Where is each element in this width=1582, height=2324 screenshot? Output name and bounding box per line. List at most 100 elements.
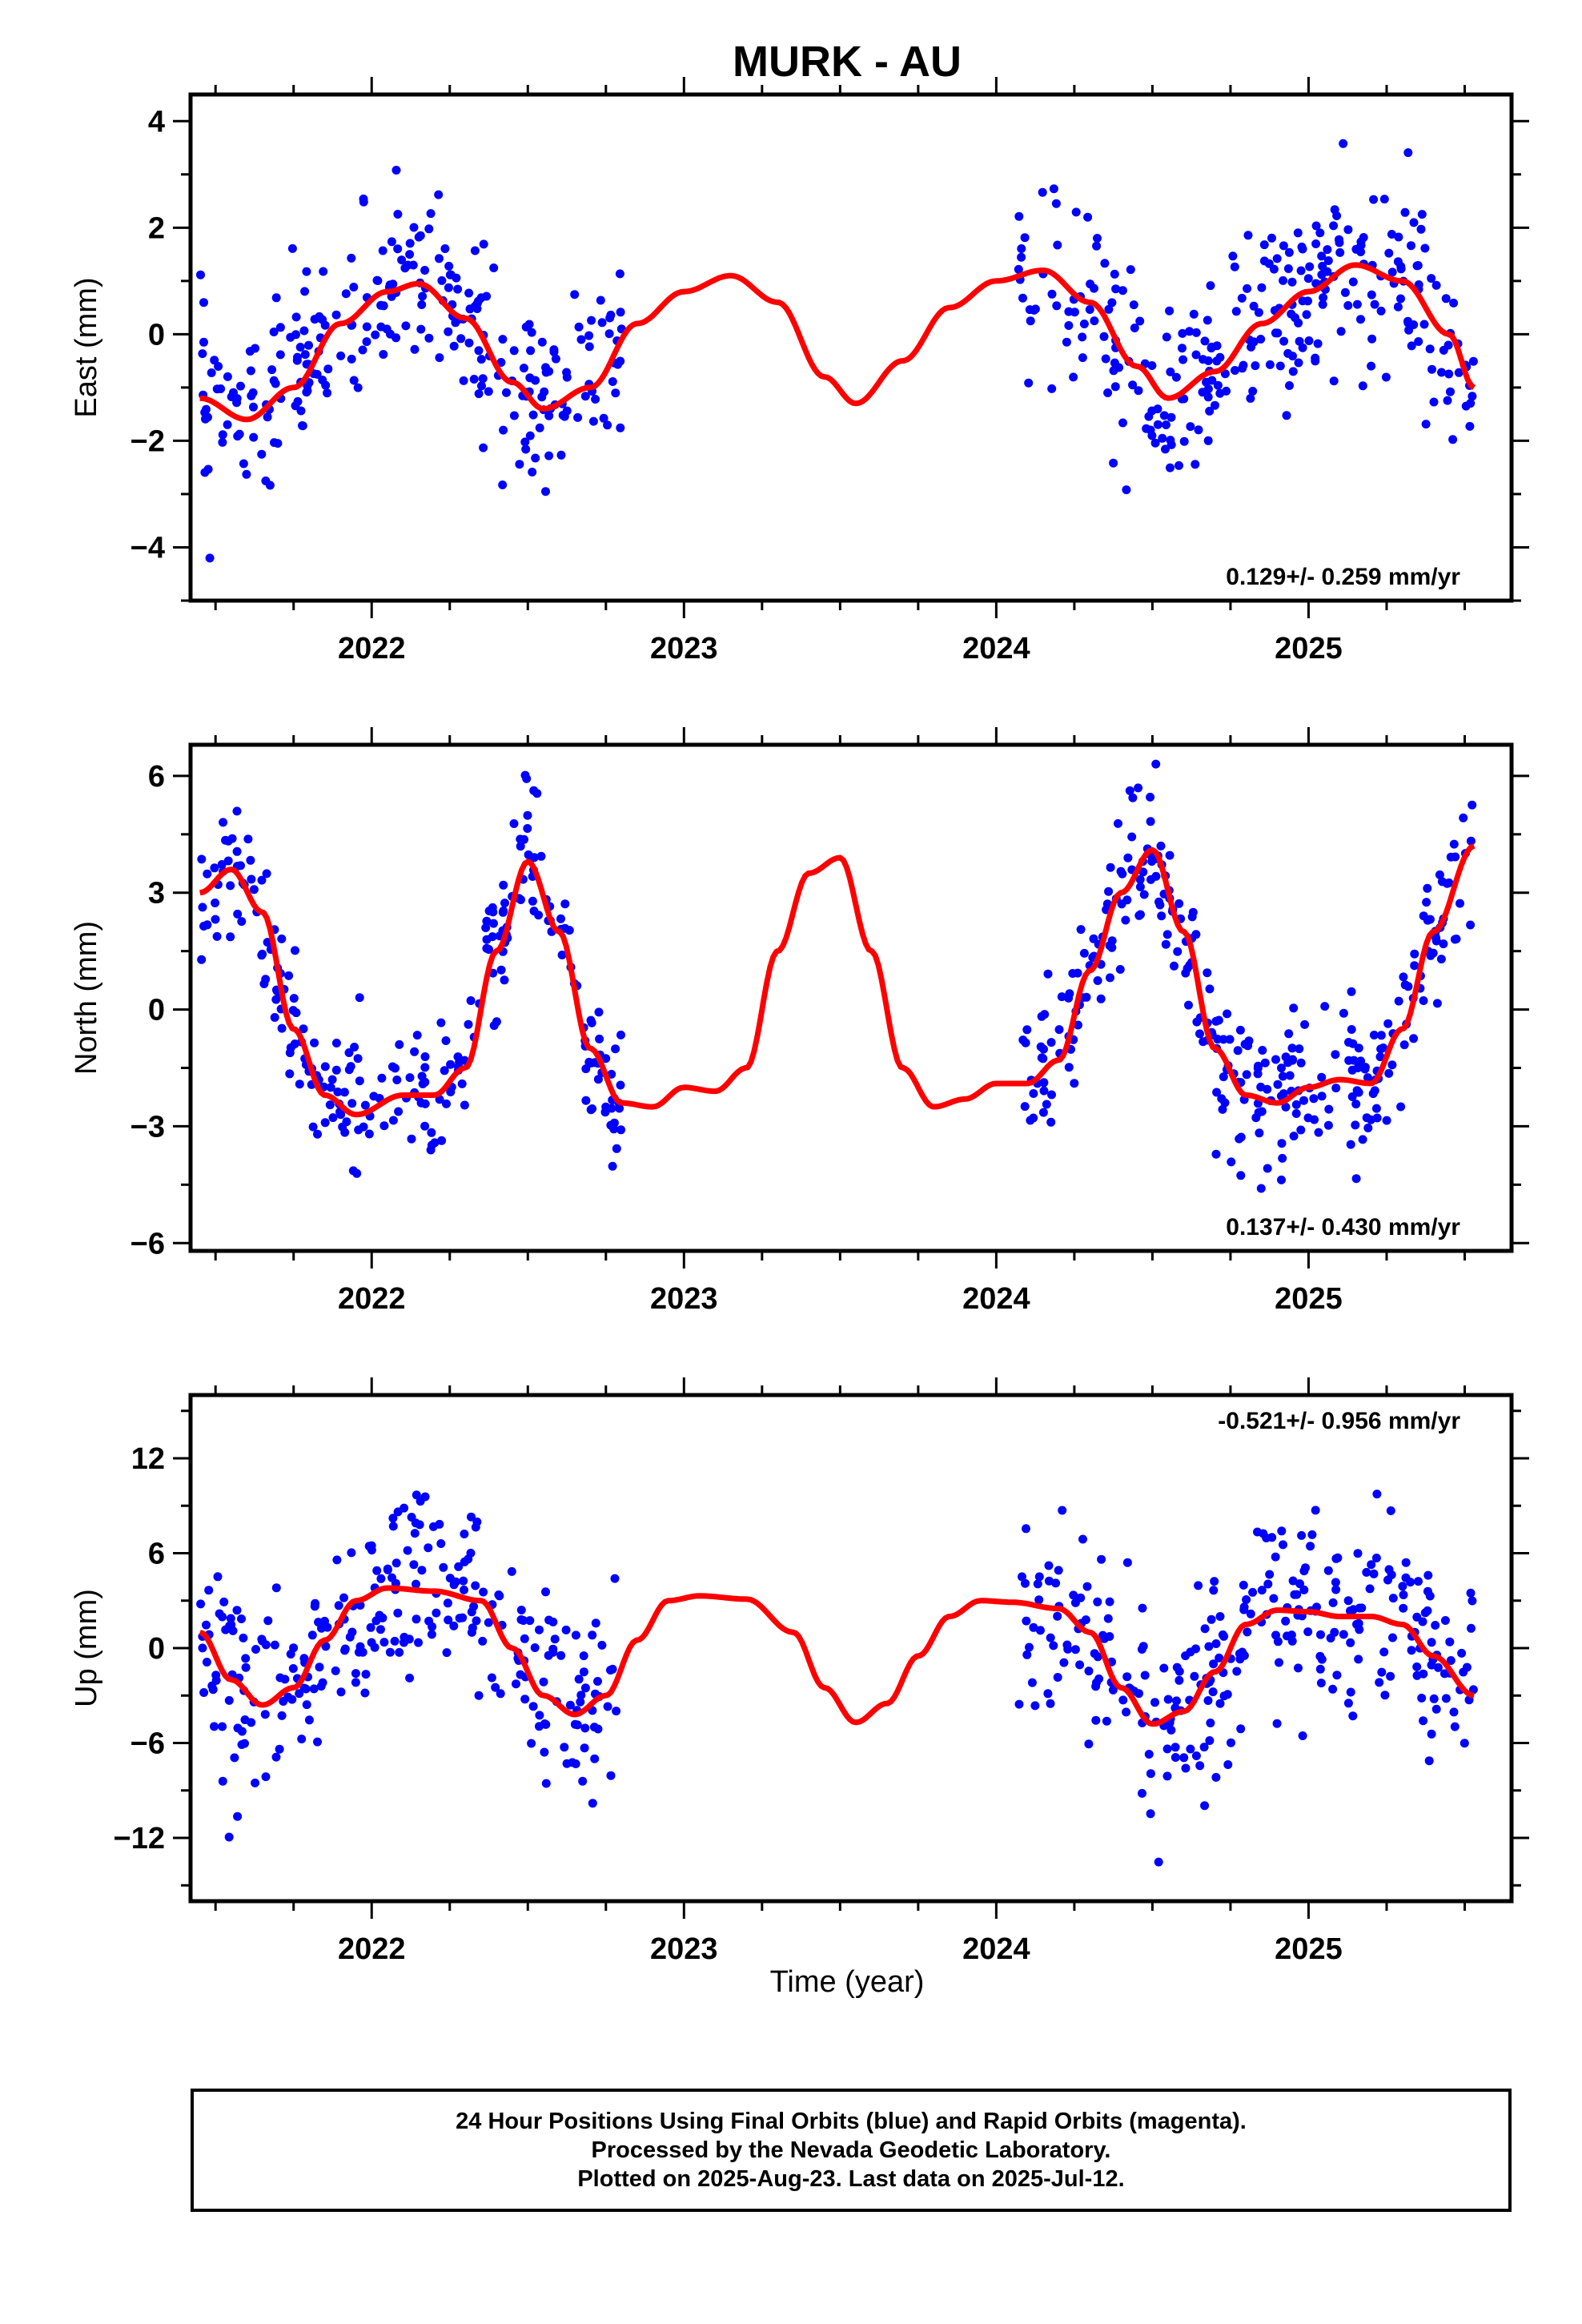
data-point bbox=[467, 1512, 476, 1522]
data-point bbox=[616, 356, 625, 366]
data-point bbox=[456, 334, 466, 344]
data-point bbox=[499, 425, 508, 435]
data-point bbox=[1306, 1542, 1315, 1551]
data-point bbox=[1444, 369, 1454, 379]
data-point bbox=[1092, 1678, 1101, 1687]
data-point bbox=[198, 1643, 207, 1653]
data-point bbox=[449, 1580, 459, 1590]
data-point bbox=[1184, 1000, 1193, 1010]
data-point bbox=[479, 239, 488, 249]
data-point bbox=[313, 1129, 322, 1139]
data-point bbox=[263, 412, 272, 422]
data-point bbox=[1104, 887, 1114, 896]
data-point bbox=[1014, 1699, 1024, 1709]
data-point bbox=[198, 349, 207, 359]
data-point bbox=[405, 250, 415, 259]
data-point bbox=[1144, 1750, 1154, 1759]
data-point bbox=[1400, 207, 1410, 217]
data-point bbox=[1170, 961, 1178, 971]
data-point bbox=[409, 1560, 419, 1570]
data-point bbox=[1166, 367, 1175, 376]
data-point bbox=[1379, 1043, 1388, 1052]
data-point bbox=[1173, 947, 1182, 956]
data-point bbox=[258, 1636, 267, 1646]
y-tick-label: 0 bbox=[148, 1632, 165, 1666]
data-point bbox=[479, 1587, 488, 1597]
data-point bbox=[1110, 382, 1120, 392]
data-point bbox=[1038, 1108, 1048, 1117]
data-point bbox=[1146, 875, 1155, 884]
data-point bbox=[1288, 1576, 1298, 1586]
data-point bbox=[1105, 941, 1114, 951]
data-point bbox=[263, 1616, 273, 1626]
data-point bbox=[1038, 187, 1047, 197]
data-point bbox=[225, 1621, 235, 1630]
data-point bbox=[1237, 293, 1247, 303]
data-point bbox=[371, 330, 380, 340]
data-point bbox=[1257, 1586, 1267, 1595]
data-point bbox=[1410, 949, 1419, 959]
data-point bbox=[232, 806, 242, 816]
data-point bbox=[1223, 1760, 1233, 1769]
data-point bbox=[541, 368, 551, 377]
data-point bbox=[1356, 315, 1365, 324]
data-point bbox=[1468, 1685, 1478, 1695]
data-point bbox=[516, 1615, 526, 1624]
panel-north: 2022 2023 2024 2025 −6 −3 0 3 6 North (mm) 0.137+/… bbox=[70, 727, 1529, 1316]
data-point bbox=[489, 263, 499, 272]
data-point bbox=[197, 955, 207, 964]
data-point bbox=[1316, 1679, 1326, 1688]
data-point bbox=[1271, 1055, 1280, 1064]
data-point bbox=[481, 923, 491, 932]
data-point bbox=[1399, 1603, 1408, 1613]
data-point bbox=[1432, 999, 1442, 1008]
data-point bbox=[502, 388, 511, 397]
data-point bbox=[323, 364, 333, 374]
data-point bbox=[1279, 241, 1288, 251]
data-point bbox=[1420, 243, 1430, 253]
data-point bbox=[1029, 1113, 1038, 1123]
data-point bbox=[1352, 300, 1362, 309]
data-point bbox=[202, 1658, 211, 1667]
data-point bbox=[1299, 1096, 1308, 1105]
data-point bbox=[1427, 1638, 1436, 1647]
data-point bbox=[1340, 287, 1350, 297]
data-point bbox=[476, 355, 486, 364]
data-point bbox=[1292, 1590, 1302, 1599]
data-point bbox=[1022, 1616, 1031, 1626]
data-point bbox=[1339, 1630, 1348, 1639]
data-point bbox=[1254, 308, 1263, 317]
data-point bbox=[348, 1166, 358, 1176]
data-point bbox=[270, 1013, 279, 1022]
data-point bbox=[1223, 1690, 1232, 1699]
data-point bbox=[1295, 336, 1304, 346]
data-point bbox=[573, 412, 583, 422]
data-point bbox=[1046, 1038, 1056, 1047]
data-point bbox=[1222, 386, 1231, 396]
data-point bbox=[1446, 1656, 1456, 1665]
data-point bbox=[283, 1692, 293, 1702]
data-point bbox=[1106, 862, 1115, 872]
data-point bbox=[1437, 368, 1446, 377]
data-point bbox=[1329, 376, 1339, 386]
data-point bbox=[531, 453, 540, 463]
data-point bbox=[241, 1654, 251, 1663]
data-point bbox=[1372, 1490, 1382, 1499]
data-point bbox=[1093, 1652, 1102, 1662]
data-point bbox=[1259, 240, 1269, 250]
data-point bbox=[1456, 899, 1464, 908]
data-point bbox=[338, 1122, 347, 1132]
data-point bbox=[204, 1586, 214, 1595]
rate-label-east: 0.129+/- 0.259 mm/yr bbox=[1226, 564, 1460, 590]
data-point bbox=[556, 914, 565, 923]
data-point bbox=[1317, 1092, 1327, 1101]
data-point bbox=[410, 344, 420, 354]
data-point bbox=[403, 1546, 412, 1555]
data-point bbox=[612, 1144, 621, 1153]
data-point bbox=[1022, 1650, 1032, 1659]
data-point bbox=[1178, 355, 1188, 364]
data-point bbox=[536, 851, 546, 861]
y-tick-label: −4 bbox=[130, 531, 165, 565]
data-point bbox=[1296, 1125, 1306, 1135]
